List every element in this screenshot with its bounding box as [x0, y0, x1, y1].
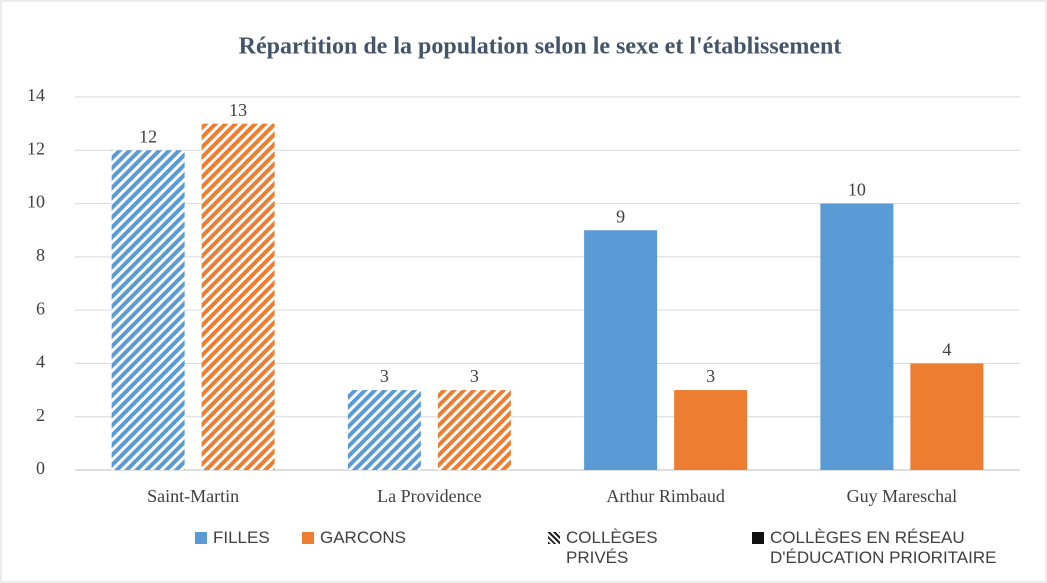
legend-label: COLLÈGES EN RÉSEAU D'ÉDUCATION PRIORITAI… [770, 528, 997, 567]
data-label: 10 [848, 180, 866, 200]
x-tick-label: Saint-Martin [147, 486, 239, 506]
data-label: 3 [380, 366, 389, 386]
y-tick-label: 14 [27, 85, 45, 105]
y-tick-label: 6 [36, 298, 45, 318]
legend-label: FILLES [213, 528, 270, 547]
bar [437, 390, 511, 470]
legend-swatch [195, 532, 207, 544]
y-tick-label: 0 [36, 458, 45, 478]
bar [584, 230, 658, 470]
bar [674, 390, 748, 470]
data-label: 3 [706, 366, 715, 386]
y-tick-label: 12 [27, 138, 45, 158]
y-tick-label: 4 [36, 352, 45, 372]
legend-label: COLLÈGES PRIVÉS [566, 528, 658, 567]
legend-swatch [302, 532, 314, 544]
bar [201, 123, 275, 471]
x-tick-label: Guy Mareschal [847, 486, 957, 506]
legend-label: GARCONS [320, 528, 406, 547]
legend-item: FILLES [195, 528, 345, 548]
pattern-legend-item: COLLÈGES EN RÉSEAU D'ÉDUCATION PRIORITAI… [752, 528, 1042, 568]
data-label: 3 [470, 366, 479, 386]
bar [111, 150, 185, 471]
bar [820, 203, 894, 471]
data-label: 4 [942, 340, 951, 360]
legend-item: GARCONS [302, 528, 452, 548]
data-label: 9 [616, 206, 625, 226]
x-tick-label: Arthur Rimbaud [606, 486, 725, 506]
y-tick-label: 10 [27, 192, 45, 212]
data-label: 12 [139, 126, 157, 146]
bar [910, 363, 984, 470]
x-tick-label: La Providence [377, 486, 481, 506]
bar [347, 390, 421, 470]
y-tick-label: 8 [36, 245, 45, 265]
legend-swatch [752, 532, 764, 544]
y-tick-label: 2 [36, 405, 45, 425]
data-label: 13 [229, 100, 247, 120]
legend-swatch [548, 532, 560, 544]
pattern-legend-item: COLLÈGES PRIVÉS [548, 528, 698, 568]
chart-title: Répartition de la population selon le se… [239, 34, 842, 60]
